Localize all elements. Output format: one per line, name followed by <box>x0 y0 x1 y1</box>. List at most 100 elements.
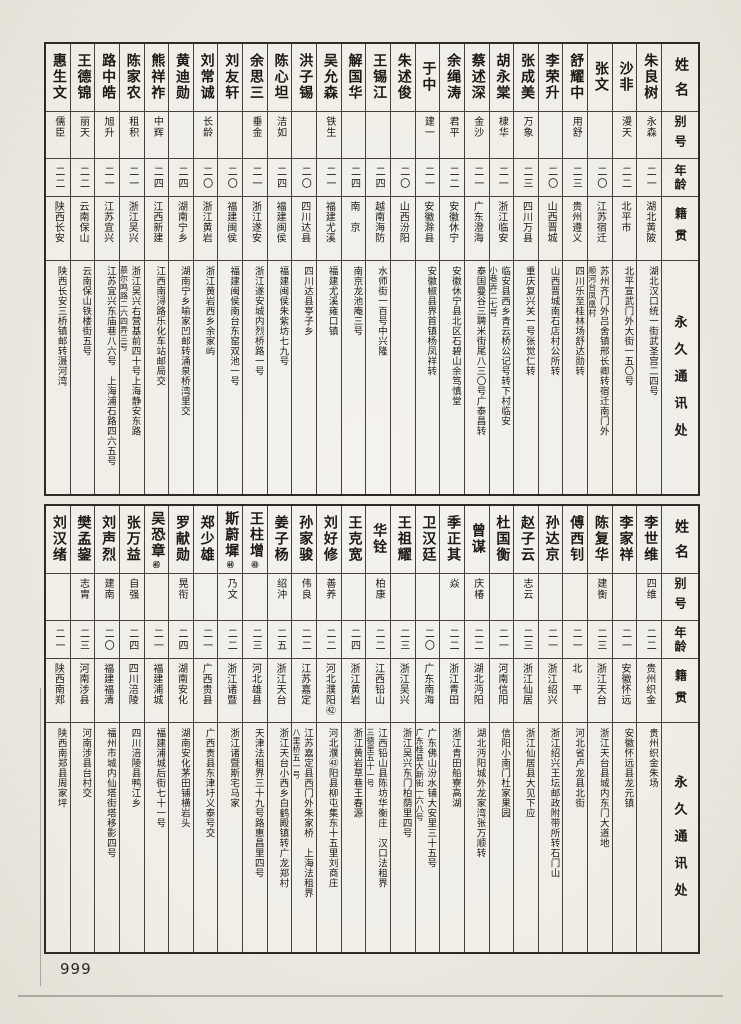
entry-alias: 建衡 <box>588 574 612 621</box>
entry-age: 二四 <box>267 159 292 197</box>
entry-address: 河北濮㊷阳县柳屯集东十五里刘商庄 <box>317 723 341 952</box>
entry-age: 二一 <box>243 159 267 197</box>
entry-age: 二〇 <box>588 159 612 197</box>
entry-address: 浙江天台县城内东门大道地 <box>588 723 612 952</box>
entry-alias <box>218 112 243 159</box>
directory-entry-column: 王祖耀 二三 浙江吴兴 浙江吴兴东门柏荫里四号 <box>389 506 415 952</box>
entry-name: 吴恐章 <box>149 511 165 559</box>
entry-address-line: 福建尤溪雍口镇 <box>326 266 337 336</box>
entry-alias: 漫天 <box>612 112 637 159</box>
entry-name-cell: 华铨 <box>366 506 390 574</box>
entry-name-cell: 张文 <box>588 44 612 112</box>
entry-age: 二一 <box>317 159 341 197</box>
entry-place: 福建福清 <box>95 659 119 723</box>
entry-name: 傅西钊 <box>568 514 584 563</box>
entry-place: 浙江青田 <box>440 659 464 723</box>
entry-footnote-mark: ㊺ <box>152 561 161 568</box>
entry-name: 朱述俊 <box>395 52 411 101</box>
header-alias-label: 别号 <box>662 574 698 621</box>
entry-name-cell: 斯蔚墀 ㊹ <box>218 506 243 574</box>
entry-age: 二一 <box>464 159 489 197</box>
entry-alias <box>538 112 563 159</box>
entry-place: 江苏嘉定 <box>292 659 317 723</box>
entry-place: 贵州织金 <box>637 659 661 723</box>
entry-place: 江西铅山 <box>366 659 390 723</box>
entry-place: 浙江吴兴 <box>119 197 144 261</box>
entry-address-line: 三德里五十一号 <box>366 728 375 788</box>
entry-name-cell: 吴恐章 ㊺ <box>144 506 169 574</box>
entry-name-cell: 卫汉廷 <box>415 506 440 574</box>
entry-alias <box>144 574 169 621</box>
entry-name: 李家祥 <box>617 514 633 563</box>
entry-name: 余绳涛 <box>445 52 461 101</box>
entry-name-cell: 李荣升 <box>538 44 563 112</box>
directory-entry-column: 陈家农 租积 二一 浙江吴兴 浙江吴兴右营基前四十号上海静安东路 慕尔鸣路二六四弄… <box>118 44 144 494</box>
directory-entry-column: 惠生文 儒臣 二二 陕西长安 陕西长安三桥镇邮转滠河湾 <box>45 44 70 494</box>
entry-address-line: 浙江天台县城内东门大道地 <box>597 728 608 848</box>
entry-address: 云南保山铁楼街五号 <box>71 261 95 494</box>
entry-age: 二二 <box>317 621 341 659</box>
directory-entry-column: 余绳涛 君平 二二 安徽休宁 安徽休宁县北区石碧山余笃慎堂 <box>439 44 464 494</box>
directory-entry-column: 洪子锡 二〇 四川达县 四川达县亭子乡 <box>291 44 317 494</box>
entry-name-cell: 张成美 <box>514 44 538 112</box>
entry-name: 刘声烈 <box>100 514 116 563</box>
entry-name-cell: 刘好修 <box>317 506 341 574</box>
entry-name-cell: 刘友轩 <box>218 44 243 112</box>
entry-place: 四川万县 <box>514 197 538 261</box>
entry-alias: 君平 <box>440 112 464 159</box>
entry-place: 浙江诸暨 <box>218 659 243 723</box>
entry-age: 二二 <box>464 621 489 659</box>
directory-entry-column: 李荣升 二〇 山西晋城 山西晋城南石店村公所转 <box>537 44 563 494</box>
header-alias-label: 别号 <box>662 112 698 159</box>
directory-entry-column: 王德锦 丽天 二二 云南保山 云南保山铁楼街五号 <box>69 44 95 494</box>
entry-name: 洪子锡 <box>297 52 313 101</box>
entry-alias <box>612 574 637 621</box>
entry-name-cell: 陈家农 <box>119 44 144 112</box>
entry-address: 福建浦城后街七十一号 <box>145 723 169 952</box>
entry-alias: 租积 <box>119 112 144 159</box>
directory-entry-column: 刘好修 善养 二二 河北濮阳㊷ 河北濮㊷阳县柳屯集东十五里刘商庄 <box>316 506 341 952</box>
entry-address: 安徽休宁县北区石碧山余笃慎堂 <box>440 261 464 494</box>
directory-entry-column: 舒耀中 用舒 二三 贵州遵义 四川乐至桂林场舒达勋转 <box>562 44 588 494</box>
entry-address-line: 江西南浔路乐化车站邮局交 <box>154 266 165 386</box>
entry-age: 二二 <box>440 621 464 659</box>
entry-name-cell: 惠生文 <box>45 44 70 112</box>
entry-name-cell: 王德锦 <box>70 44 95 112</box>
entry-alias: 四维 <box>637 574 661 621</box>
entry-alias: 用舒 <box>563 112 588 159</box>
entry-address-line: 陕西长安三桥镇邮转滠河湾 <box>55 266 66 386</box>
entry-age: 二〇 <box>218 159 243 197</box>
entry-age: 二四 <box>169 159 193 197</box>
scan-artifact-left-edge <box>40 688 41 986</box>
entry-address: 陕西南郑县周家坪 <box>46 723 70 952</box>
entry-name: 朱良树 <box>642 52 658 101</box>
entry-name-cell: 解国华 <box>341 44 366 112</box>
entry-address-line: 浙江仙居县大见下应 <box>523 728 534 818</box>
entry-alias: 建一 <box>415 112 440 159</box>
directory-table-bottom: 姓名 别号 年龄 籍贯 永久通讯处 李世维 四维 二二 贵州织金 贵州织金朱场 … <box>44 504 700 954</box>
entry-name: 刘常诚 <box>198 52 214 101</box>
entry-address: 水师街一百号中兴隆 <box>366 261 390 494</box>
entry-alias: 铁生 <box>317 112 341 159</box>
entry-age: 二一 <box>415 159 440 197</box>
entry-place: 河北雄县 <box>243 659 267 723</box>
entry-age: 二一 <box>612 621 637 659</box>
directory-entry-column: 李世维 四维 二二 贵州织金 贵州织金朱场 <box>636 506 661 952</box>
entry-place: 福建浦城 <box>144 659 169 723</box>
entry-address-line: 信阳小南门杜家果园 <box>499 728 510 818</box>
entry-address-line: 临安县西乡青云桥公记号转下村临安 <box>499 266 510 426</box>
header-name-label: 姓名 <box>662 44 698 112</box>
entry-address-line: 河南涉县台村交 <box>80 728 91 798</box>
directory-entry-column: 吴允森 铁生 二一 福建尤溪 福建尤溪雍口镇 <box>316 44 341 494</box>
entry-age: 二一 <box>193 621 218 659</box>
directory-entry-column: 孙达京 二一 浙江绍兴 浙江绍兴王坛邮政附带所转石门山 <box>537 506 563 952</box>
entry-address: 湖北汉口统一街武圣宫二四号 <box>637 261 661 494</box>
entry-age: 二四 <box>119 621 144 659</box>
entry-name: 郑少雄 <box>198 514 214 563</box>
entry-address-line: 云南保山铁楼街五号 <box>80 266 91 356</box>
entry-place: 浙江天台 <box>267 659 292 723</box>
header-place-label: 籍贯 <box>662 197 698 261</box>
entry-name-cell: 李家祥 <box>612 506 637 574</box>
entry-name: 姜子杨 <box>272 514 288 563</box>
entry-alias: 儒臣 <box>45 112 70 159</box>
